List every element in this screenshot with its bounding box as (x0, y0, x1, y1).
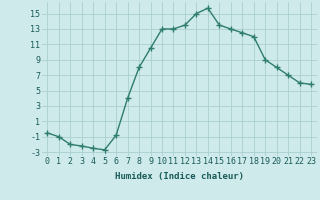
X-axis label: Humidex (Indice chaleur): Humidex (Indice chaleur) (115, 172, 244, 181)
